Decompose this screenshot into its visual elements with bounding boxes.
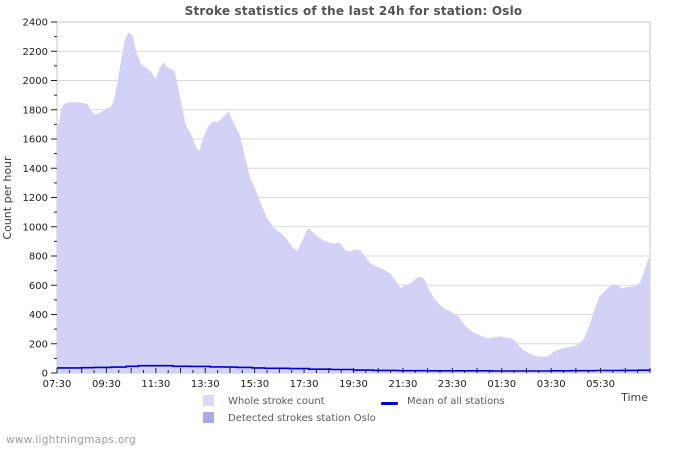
svg-text:2400: 2400	[23, 18, 48, 29]
legend-label: Whole stroke count	[228, 396, 325, 407]
svg-text:21:30: 21:30	[389, 379, 418, 390]
footer-link[interactable]: www.lightningmaps.org	[6, 434, 136, 446]
svg-text:01:30: 01:30	[487, 379, 516, 390]
svg-text:13:30: 13:30	[191, 379, 220, 390]
svg-text:19:30: 19:30	[339, 379, 368, 390]
svg-text:05:30: 05:30	[586, 379, 615, 390]
chart-title: Stroke statistics of the last 24h for st…	[184, 4, 523, 18]
svg-text:1800: 1800	[23, 105, 48, 116]
svg-text:600: 600	[29, 281, 48, 292]
svg-text:200: 200	[29, 339, 48, 350]
svg-text:0: 0	[42, 369, 48, 380]
svg-text:17:30: 17:30	[290, 379, 319, 390]
svg-text:1200: 1200	[23, 193, 48, 204]
legend-label: Mean of all stations	[407, 396, 505, 407]
legend-swatch-detected-strokes	[203, 412, 214, 423]
legend-swatch-whole-stroke-count	[203, 395, 214, 406]
chart-plot-area: 0 200 400 600 800 1000 1200 1400 1600 1800 2000 220…	[23, 18, 651, 390]
legend-label: Detected strokes station Oslo	[228, 413, 376, 424]
svg-text:800: 800	[29, 252, 48, 263]
svg-text:1000: 1000	[23, 222, 48, 233]
svg-text:2000: 2000	[23, 76, 48, 87]
legend-line-mean-icon	[381, 402, 398, 405]
svg-text:1600: 1600	[23, 135, 48, 146]
svg-text:400: 400	[29, 310, 48, 321]
svg-text:11:30: 11:30	[141, 379, 170, 390]
svg-text:03:30: 03:30	[537, 379, 566, 390]
svg-text:09:30: 09:30	[92, 379, 121, 390]
svg-text:15:30: 15:30	[240, 379, 269, 390]
svg-text:23:30: 23:30	[438, 379, 467, 390]
svg-text:2200: 2200	[23, 47, 48, 58]
svg-text:07:30: 07:30	[43, 379, 72, 390]
svg-text:1400: 1400	[23, 164, 48, 175]
x-axis-label: Time	[621, 391, 648, 404]
